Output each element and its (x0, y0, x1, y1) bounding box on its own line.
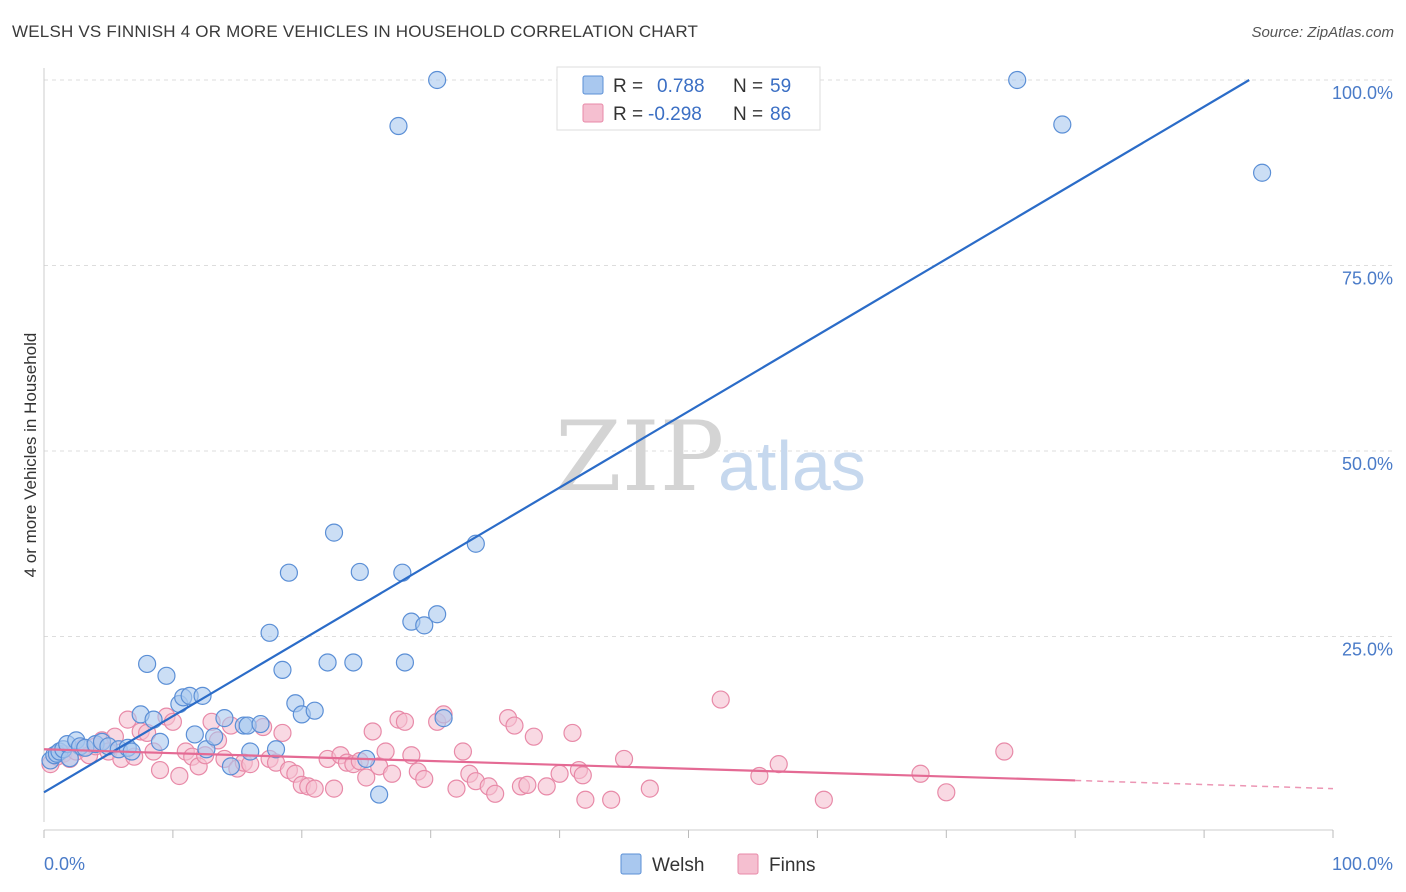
finns-point (614, 749, 634, 769)
correlation-legend: R = 0.788 N = 59 R = -0.298 N = 86 (556, 66, 821, 131)
legend-r-value-welsh: 0.788 (657, 76, 705, 97)
y-tick-label: 25.0% (1342, 640, 1393, 660)
legend-swatch-finns (582, 103, 604, 123)
welsh-point (389, 116, 408, 136)
welsh-point (318, 653, 337, 672)
bottom-legend-label-finns: Finns (769, 855, 815, 876)
finns-point (150, 760, 170, 780)
welsh-point (324, 523, 344, 542)
finns-point (518, 775, 537, 795)
y-tick-label: 100.0% (1332, 83, 1393, 103)
welsh-point (251, 714, 270, 734)
finns-point (170, 766, 189, 786)
finns-point (505, 716, 524, 735)
y-tick-labels: 25.0% 50.0% 75.0% 100.0% (1332, 83, 1393, 660)
grid (44, 79, 1393, 637)
finns-point (995, 742, 1014, 761)
finns-point (550, 764, 569, 783)
finns-trendline-extension (1075, 779, 1334, 790)
finns-trendline (43, 748, 1076, 782)
welsh-trendline (43, 79, 1250, 794)
series-legend: Welsh Finns (620, 853, 815, 876)
y-axis-label: 4 or more Vehicles in Household (21, 333, 40, 578)
welsh-point (157, 666, 176, 685)
finns-point (324, 779, 344, 798)
trendlines (43, 79, 1334, 794)
finns-point (415, 769, 434, 789)
x-tick-label-min: 0.0% (44, 854, 85, 874)
finns-point (447, 779, 466, 798)
legend-swatch-welsh (582, 75, 604, 95)
welsh-point (221, 757, 241, 776)
finns-point (711, 690, 730, 709)
welsh-point (273, 660, 292, 679)
welsh-point (305, 701, 324, 720)
x-tick-label-max: 100.0% (1332, 854, 1393, 874)
welsh-point (205, 727, 224, 746)
axes (43, 68, 1334, 838)
chart-title: WELSH VS FINNISH 4 OR MORE VEHICLES IN H… (12, 22, 699, 41)
chart-source: Source: ZipAtlas.com (1251, 24, 1394, 41)
welsh-point (370, 785, 389, 804)
legend-n-value-welsh: 59 (770, 76, 791, 97)
finns-point (376, 742, 395, 761)
welsh-point (279, 563, 299, 582)
finns-point (814, 790, 833, 809)
finns-point (357, 768, 376, 787)
welsh-point (215, 709, 234, 728)
y-tick-label: 75.0% (1342, 269, 1393, 289)
legend-r-value-finns: -0.298 (648, 104, 702, 125)
welsh-point (395, 653, 415, 672)
bottom-legend-swatch-welsh (620, 853, 642, 875)
finns-point (363, 722, 382, 741)
finns-point (576, 790, 595, 809)
welsh-point (150, 732, 170, 751)
finns-point (640, 779, 659, 798)
welsh-point (344, 653, 363, 672)
finns-point (453, 742, 473, 761)
welsh-point (266, 740, 286, 759)
finns-point (382, 764, 402, 783)
watermark: ZIP atlas (555, 401, 866, 513)
bottom-legend-label-welsh: Welsh (652, 855, 704, 876)
welsh-point (241, 742, 260, 761)
welsh-point (60, 749, 79, 768)
welsh-point (393, 563, 412, 582)
welsh-point (185, 725, 204, 744)
y-tick-label: 50.0% (1342, 454, 1393, 474)
welsh-point (144, 710, 163, 729)
welsh-point (1253, 163, 1272, 182)
finns-point (911, 764, 930, 783)
welsh-points (41, 70, 1272, 804)
finns-point (486, 784, 505, 803)
finns-point (937, 783, 956, 802)
legend-n-label-welsh: N = (733, 76, 763, 97)
welsh-point (1008, 70, 1027, 90)
legend-n-label-finns: N = (733, 104, 763, 125)
welsh-point (415, 616, 434, 635)
welsh-point (1053, 115, 1072, 134)
bottom-legend-swatch-finns (737, 853, 759, 875)
finns-point (305, 779, 324, 798)
welsh-point (428, 605, 447, 624)
watermark-atlas: atlas (718, 427, 866, 505)
finns-point (524, 727, 543, 746)
finns-point (563, 723, 582, 743)
legend-r-label-welsh: R = (613, 76, 643, 97)
finns-point (395, 712, 415, 731)
welsh-point (260, 623, 279, 642)
watermark-zip: ZIP (555, 401, 724, 513)
welsh-point (434, 709, 453, 728)
finns-point (537, 777, 556, 796)
legend-r-label-finns: R = (613, 104, 643, 125)
finns-point (273, 723, 292, 743)
finns-point (769, 755, 788, 774)
legend-n-value-finns: 86 (770, 104, 791, 125)
finns-point (573, 766, 592, 785)
finns-point (602, 790, 621, 809)
welsh-point (350, 562, 369, 582)
welsh-point (138, 654, 157, 674)
welsh-point (428, 70, 447, 90)
